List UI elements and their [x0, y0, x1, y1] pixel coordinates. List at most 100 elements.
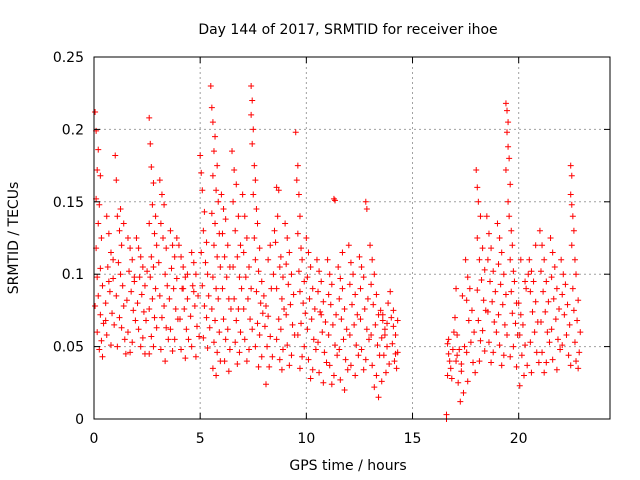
data-point [390, 307, 397, 314]
data-point [355, 352, 362, 359]
data-point [474, 184, 481, 191]
y-tick-label: 0.05 [53, 340, 84, 356]
data-point [303, 235, 310, 241]
data-point [251, 235, 258, 241]
data-point [98, 235, 105, 241]
data-point [273, 285, 280, 292]
data-point [481, 266, 488, 273]
y-axis-label: SRMTID / TECUs [6, 182, 22, 295]
data-point [369, 256, 376, 263]
data-point [335, 263, 342, 270]
data-point [274, 213, 281, 220]
data-point [516, 332, 523, 339]
data-point [357, 316, 364, 323]
data-point [232, 339, 239, 346]
data-point [392, 350, 399, 357]
data-point [353, 342, 360, 349]
data-point [255, 268, 262, 275]
data-point [559, 291, 566, 298]
data-point [340, 336, 347, 343]
data-point [344, 366, 351, 373]
data-point [236, 274, 243, 281]
data-point [105, 278, 112, 285]
data-point [371, 384, 378, 391]
data-point [107, 249, 114, 256]
data-point [577, 329, 584, 336]
data-point [304, 274, 311, 281]
data-point [258, 353, 265, 360]
x-tick-label: 10 [297, 431, 315, 447]
data-point [505, 119, 512, 126]
data-point [354, 311, 361, 318]
data-point [199, 187, 206, 194]
data-point [204, 271, 211, 278]
data-point [171, 253, 178, 260]
data-point [548, 326, 555, 333]
data-point [279, 346, 286, 353]
data-point [244, 295, 251, 302]
data-point [570, 307, 577, 314]
data-point [488, 245, 495, 252]
data-point [567, 191, 574, 198]
data-point [168, 265, 175, 272]
data-point [102, 300, 109, 307]
data-point [269, 353, 276, 360]
data-point [169, 242, 176, 249]
data-point [153, 242, 160, 249]
data-point [325, 291, 332, 298]
y-tick-label: 0.15 [53, 195, 84, 211]
data-point [367, 242, 374, 249]
data-point [325, 332, 332, 339]
data-point [119, 282, 126, 289]
data-point [134, 300, 141, 307]
data-point [162, 271, 169, 278]
data-point [318, 311, 325, 318]
data-point [225, 295, 232, 302]
data-point [532, 298, 539, 305]
data-point [265, 256, 272, 263]
data-point [242, 274, 249, 281]
data-point [273, 336, 280, 343]
data-point [200, 227, 207, 234]
data-point [557, 346, 564, 353]
data-point [213, 187, 220, 194]
data-point [132, 317, 139, 324]
data-point [189, 282, 196, 289]
data-point [301, 278, 308, 285]
data-point [114, 343, 121, 350]
data-point [347, 259, 354, 266]
data-point [336, 295, 343, 302]
data-point [515, 300, 522, 307]
data-point [264, 343, 271, 350]
data-point [564, 301, 571, 308]
data-point [254, 220, 261, 227]
data-point [225, 368, 232, 375]
data-point [511, 278, 518, 285]
data-point [350, 271, 357, 278]
data-point [476, 358, 483, 365]
data-point [212, 220, 219, 227]
data-point [519, 321, 526, 328]
data-point [105, 230, 112, 237]
data-point [504, 129, 511, 136]
data-point [111, 321, 118, 328]
data-point [495, 261, 502, 268]
data-point [485, 339, 492, 346]
data-points [92, 82, 584, 422]
data-point [227, 305, 234, 312]
data-point [351, 321, 358, 328]
data-point [110, 275, 117, 282]
data-point [380, 352, 387, 359]
data-point [190, 288, 197, 295]
data-point [517, 256, 524, 263]
data-point [370, 301, 377, 308]
data-point [568, 242, 575, 249]
data-point [241, 336, 248, 343]
data-point [454, 332, 461, 339]
data-point [502, 166, 509, 173]
data-point [379, 311, 386, 318]
data-point [305, 249, 312, 256]
data-point [149, 201, 156, 208]
data-point [151, 230, 158, 237]
data-point [466, 285, 473, 292]
